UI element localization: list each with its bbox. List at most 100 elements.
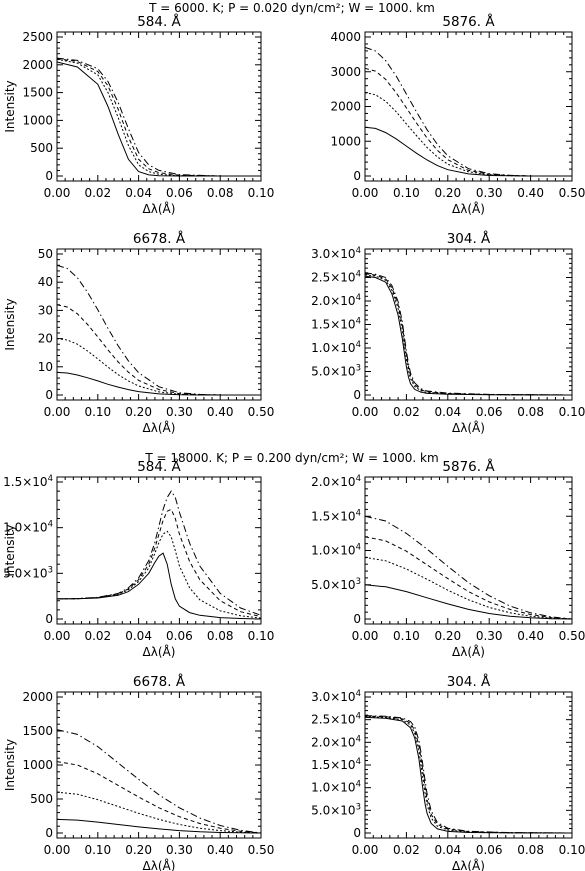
x-tick-label: 0.10 (248, 629, 275, 643)
x-tick-label: 0.04 (434, 843, 461, 857)
panel-4: 0.00 0.02 0.04 0.06 0.08 0.10 0 5.0×103 1.0×104 1… (311, 230, 585, 435)
x-tick-label: 0.50 (559, 186, 585, 200)
y-tick-label: 1000 (330, 134, 361, 148)
x-tick-label: 0.50 (248, 843, 275, 857)
y-tick-label: 5.0×103 (311, 577, 361, 592)
plot-frame (364, 691, 573, 839)
x-tick-label: 0.10 (393, 629, 420, 643)
y-tick-label: 1500 (22, 724, 53, 738)
x-axis-label: Δλ(Å) (452, 858, 485, 871)
panel-title: 584. Å (137, 13, 181, 30)
series-line-solid (364, 584, 573, 620)
x-tick-label: 0.20 (125, 843, 152, 857)
x-tick-label: 0.04 (125, 186, 152, 200)
x-tick-label: 0.00 (44, 405, 71, 419)
x-tick-label: 0.06 (166, 186, 193, 200)
y-tick-label: 5.0×103 (311, 364, 361, 379)
y-tick-label: 0 (45, 169, 53, 183)
y-tick-label: 3.0×104 (311, 689, 361, 704)
x-axis-label: Δλ(Å) (452, 420, 485, 435)
panel-7: 0.00 0.10 0.20 0.30 0.40 0.50 0 500 1000 1500 2000… (3, 673, 274, 871)
y-tick-label: 20 (38, 332, 53, 346)
series-line-dotted (364, 716, 573, 834)
y-tick-label: 1000 (22, 113, 53, 127)
x-axis-label: Δλ(Å) (452, 201, 485, 216)
series-line-dashed (364, 273, 573, 396)
y-tick-label: 2000 (330, 100, 361, 114)
y-tick-label: 10 (38, 360, 53, 374)
x-tick-label: 0.10 (393, 186, 420, 200)
x-tick-label: 0.40 (517, 629, 544, 643)
series-line-dashdot (56, 490, 262, 616)
x-tick-label: 0.30 (476, 186, 503, 200)
header-bottom: T = 18000. K; P = 0.200 dyn/cm²; W = 100… (144, 451, 438, 465)
plot-frame (364, 31, 573, 182)
x-tick-label: 0.20 (125, 405, 152, 419)
header-top: T = 6000. K; P = 0.020 dyn/cm²; W = 1000… (148, 1, 435, 15)
series-line-solid (56, 371, 261, 396)
series-line-dashdot (56, 57, 261, 177)
panel-title: 5876. Å (442, 458, 495, 475)
plot-frame (56, 691, 262, 839)
x-tick-label: 0.02 (393, 405, 420, 419)
series-line-dotted (56, 530, 262, 619)
series-line-dotted (364, 92, 572, 177)
x-tick-label: 0.08 (207, 186, 234, 200)
series-line-dotted (364, 274, 573, 396)
y-tick-label: 1500 (22, 86, 53, 100)
x-tick-label: 0.10 (559, 843, 585, 857)
y-tick-label: 1.5×104 (3, 474, 53, 489)
series-line-dashed (56, 761, 262, 834)
x-tick-label: 0.00 (352, 186, 379, 200)
x-axis-label: Δλ(Å) (143, 644, 176, 659)
y-tick-label: 2.5×104 (311, 270, 361, 285)
series-line-dashed (364, 715, 573, 834)
series-line-dashdot (56, 729, 262, 834)
plot-frame (364, 248, 573, 401)
series-line-dashdot (56, 264, 261, 396)
panel-8: 0.00 0.02 0.04 0.06 0.08 0.10 0 5.0×103 1.0×104 1… (311, 673, 585, 871)
y-axis-label: Intensity (3, 298, 17, 350)
x-tick-label: 0.30 (166, 405, 193, 419)
y-tick-label: 500 (30, 141, 53, 155)
x-tick-label: 0.00 (44, 843, 71, 857)
x-tick-label: 0.30 (476, 629, 503, 643)
y-axis-label: Intensity (3, 739, 17, 791)
series-line-solid (364, 126, 572, 177)
x-tick-label: 0.04 (125, 629, 152, 643)
panel-6: 0.00 0.10 0.20 0.30 0.40 0.50 0 5.0×103 1.0×104 1… (311, 458, 585, 659)
x-tick-label: 0.06 (476, 405, 503, 419)
y-tick-label: 2.0×104 (311, 734, 361, 749)
panel-title: 5876. Å (442, 13, 495, 30)
panel-1: 0.00 0.02 0.04 0.06 0.08 0.10 0 500 1000 1500 2000… (3, 13, 274, 216)
x-tick-label: 0.02 (84, 186, 111, 200)
x-tick-label: 0.50 (248, 405, 275, 419)
x-axis-label: Δλ(Å) (143, 420, 176, 435)
series-line-solid (364, 275, 573, 396)
y-tick-label: 0 (45, 826, 53, 840)
x-tick-label: 0.02 (393, 843, 420, 857)
y-tick-label: 5.0×103 (3, 565, 53, 580)
x-tick-label: 0.04 (434, 405, 461, 419)
panel-5: 0.00 0.02 0.04 0.06 0.08 0.10 0 5.0×103 1.0×104 1… (3, 458, 274, 659)
x-tick-label: 0.10 (248, 186, 275, 200)
y-tick-label: 30 (38, 303, 53, 317)
plot-frame (364, 476, 573, 625)
plot-frame (56, 248, 262, 401)
panel-title: 6678. Å (133, 673, 186, 690)
series-line-solid (56, 818, 262, 834)
series-line-dashed (364, 536, 573, 620)
x-tick-label: 0.10 (84, 405, 111, 419)
y-tick-label: 2.0×104 (311, 474, 361, 489)
y-tick-label: 1000 (22, 758, 53, 772)
y-tick-label: 0 (353, 169, 361, 183)
panel-title: 304. Å (447, 230, 491, 247)
x-tick-label: 0.08 (517, 843, 544, 857)
plot-frame (56, 31, 262, 182)
x-tick-label: 0.50 (559, 629, 585, 643)
x-tick-label: 0.08 (207, 629, 234, 643)
y-tick-label: 1.5×104 (311, 508, 361, 523)
x-tick-label: 0.00 (44, 629, 71, 643)
x-axis-label: Δλ(Å) (452, 644, 485, 659)
